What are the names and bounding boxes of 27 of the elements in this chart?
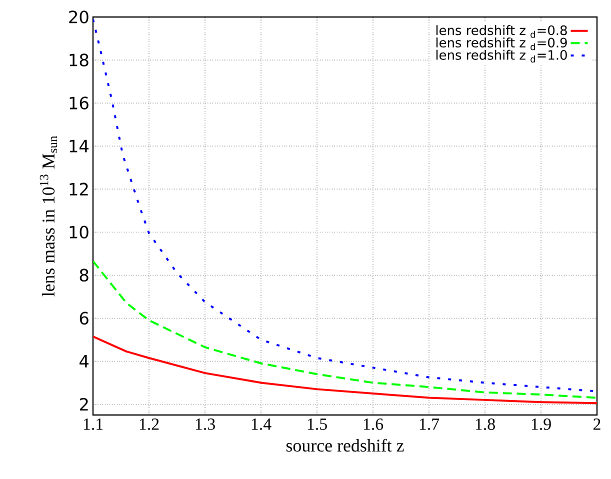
y-tick-label: 16 <box>70 96 88 110</box>
x-tick-label: 1.2 <box>140 418 159 430</box>
legend-label: lens redshift z $_{d}$=0.8 <box>436 25 567 38</box>
x-tick-label: 1.9 <box>532 418 551 430</box>
y-tick-label: 2 <box>80 398 88 411</box>
y-tick-label: 8 <box>80 268 88 282</box>
y-tick-label: 10 <box>70 226 88 239</box>
legend-label: lens redshift z $_{d}$=1.0 <box>436 50 567 63</box>
x-tick-label: 1.5 <box>308 418 327 430</box>
x-tick-label: 1.8 <box>476 418 495 430</box>
x-tick-label: 1.3 <box>196 418 215 430</box>
x-tick-label: 1.6 <box>364 418 384 430</box>
legend-label: lens redshift z $_{d}$=0.9 <box>436 37 567 50</box>
y-tick-label: 20 <box>69 10 88 24</box>
x-tick-label: 1.7 <box>420 418 440 430</box>
y-tick-label: 4 <box>80 355 89 368</box>
x-tick-label: 1.1 <box>84 418 103 430</box>
y-tick-label: 18 <box>70 54 88 66</box>
line-series <box>93 335 597 404</box>
y-axis-title: lens mass in 10$^{13}$ M$_{sun}$ <box>40 136 58 296</box>
x-tick-label: 1.4 <box>252 418 272 430</box>
y-tick-label: 6 <box>80 312 88 325</box>
line-series <box>93 260 597 399</box>
y-tick-label: 12 <box>70 182 88 196</box>
x-tick-label: 2 <box>594 418 600 430</box>
x-axis-title: source redshift z <box>286 438 404 452</box>
y-tick-label: 14 <box>70 140 89 152</box>
